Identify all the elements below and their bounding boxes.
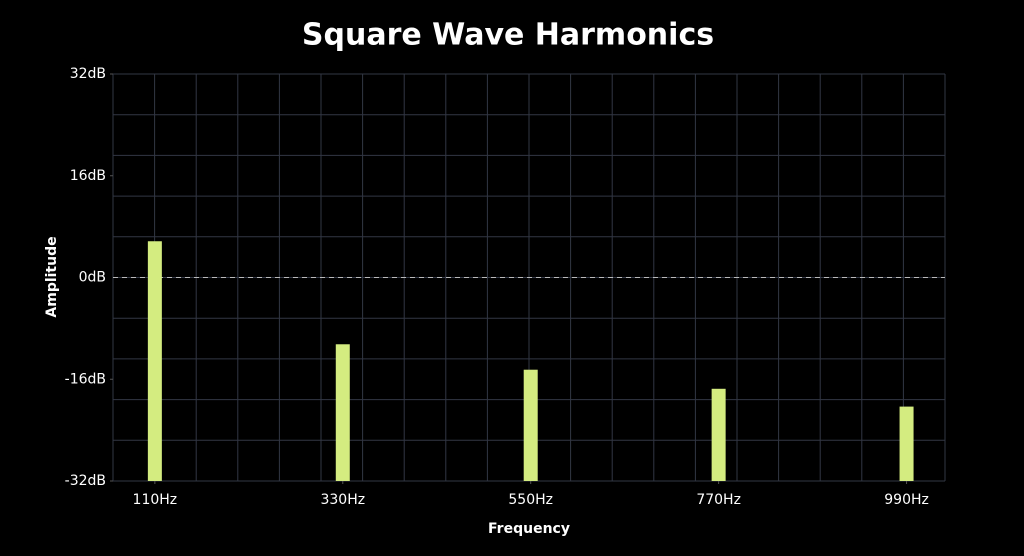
- x-tick-label: 770Hz: [696, 492, 741, 508]
- x-axis-label: Frequency: [488, 521, 570, 537]
- x-tick-label: 330Hz: [320, 492, 365, 508]
- bar: [523, 369, 538, 481]
- x-tick-label: 550Hz: [508, 492, 553, 508]
- y-tick-label: 0dB: [79, 270, 106, 286]
- y-axis-label: Amplitude: [44, 236, 60, 317]
- y-tick-label: 32dB: [70, 66, 106, 82]
- x-tick-label: 990Hz: [884, 492, 929, 508]
- x-tick-label: 110Hz: [133, 492, 178, 508]
- y-tick-label: -16dB: [65, 371, 106, 387]
- bar: [711, 388, 726, 481]
- bar: [335, 344, 350, 481]
- y-tick-label: -32dB: [65, 473, 106, 489]
- bar: [899, 406, 914, 481]
- chart-title: Square Wave Harmonics: [302, 18, 714, 53]
- y-tick-label: 16dB: [70, 168, 106, 184]
- bar: [147, 241, 162, 481]
